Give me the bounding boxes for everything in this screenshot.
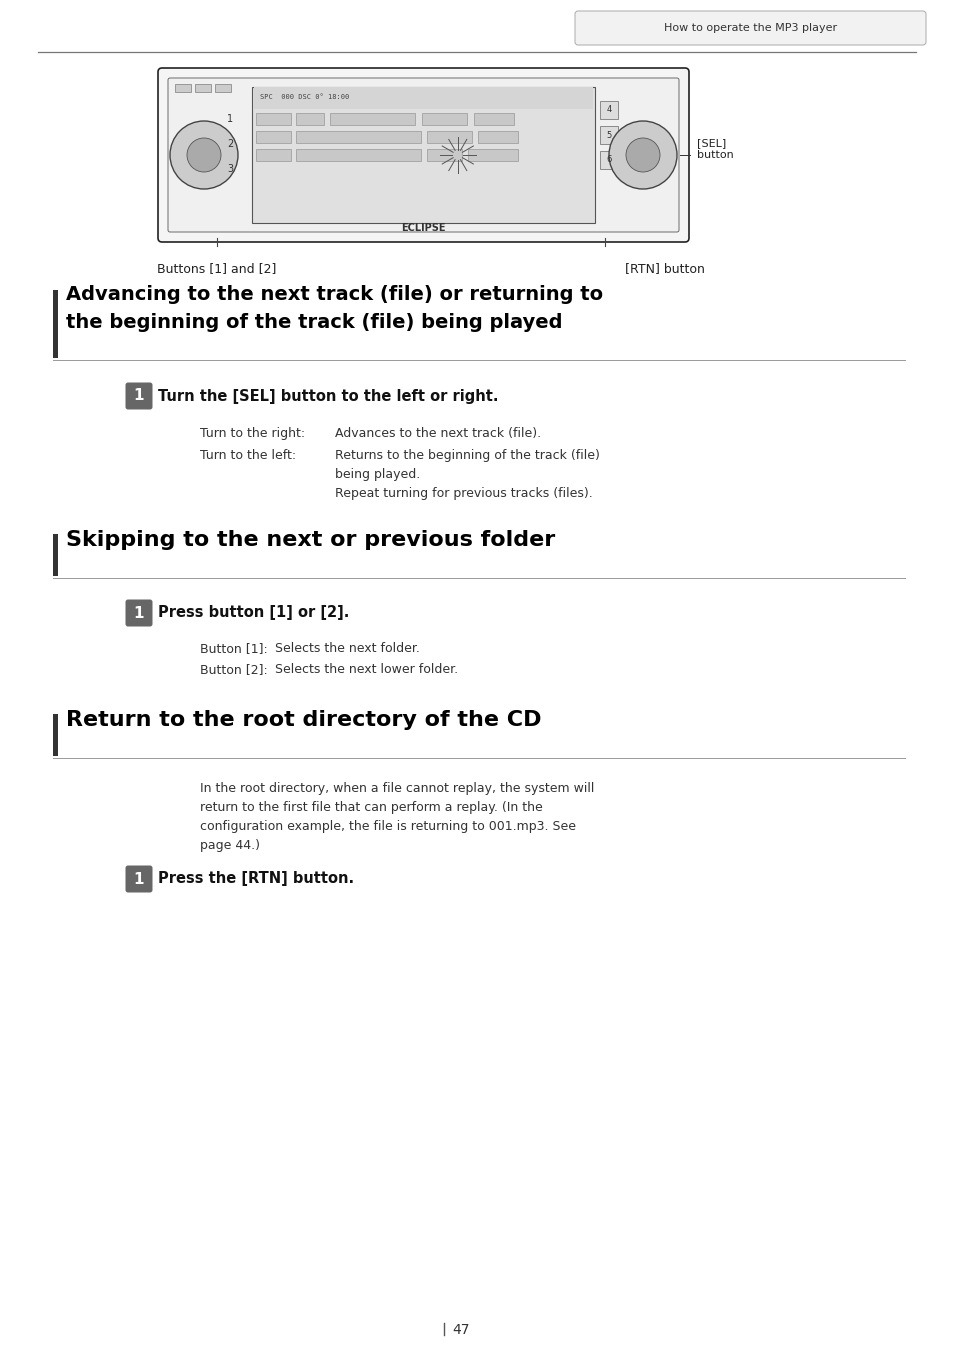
Text: configuration example, the file is returning to 001.mp3. See: configuration example, the file is retur… [200,820,576,833]
FancyBboxPatch shape [126,866,152,893]
Text: 2: 2 [227,140,233,149]
Text: Press the [RTN] button.: Press the [RTN] button. [158,871,354,886]
Text: [SEL]
button: [SEL] button [697,138,733,160]
Text: page 44.): page 44.) [200,839,260,852]
Text: Button [2]:: Button [2]: [200,663,268,676]
Bar [477,131,517,144]
Text: return to the first file that can perform a replay. (In the: return to the first file that can perfor… [200,801,542,814]
Text: 3: 3 [227,164,233,173]
Bar [214,84,231,92]
Text: Button [1]:: Button [1]: [200,642,268,654]
Text: Skipping to the next or previous folder: Skipping to the next or previous folder [66,530,555,550]
Text: 1: 1 [133,389,144,404]
Text: Turn the [SEL] button to the left or right.: Turn the [SEL] button to the left or rig… [158,389,498,404]
Bar [468,149,517,161]
Bar [295,131,420,144]
Bar [295,112,324,125]
Text: Return to the root directory of the CD: Return to the root directory of the CD [66,710,541,730]
FancyBboxPatch shape [126,599,152,626]
Text: Advancing to the next track (file) or returning to: Advancing to the next track (file) or re… [66,285,602,304]
Text: Buttons [1] and [2]: Buttons [1] and [2] [157,262,276,275]
Text: Turn to the right:: Turn to the right: [200,427,305,440]
Bar [255,112,291,125]
Bar [53,534,58,576]
Bar [194,84,211,92]
Bar [253,87,593,108]
Text: 1: 1 [227,114,233,125]
Bar [252,87,595,224]
Text: Repeat turning for previous tracks (files).: Repeat turning for previous tracks (file… [335,486,592,500]
Text: 5: 5 [606,130,611,140]
Text: Turn to the left:: Turn to the left: [200,449,295,462]
Text: Selects the next folder.: Selects the next folder. [274,642,419,654]
Bar [255,131,291,144]
Circle shape [625,138,659,172]
Text: 47: 47 [452,1322,469,1337]
Text: 1: 1 [133,606,144,621]
Text: In the root directory, when a file cannot replay, the system will: In the root directory, when a file canno… [200,782,594,795]
Bar [295,149,420,161]
Text: 6: 6 [606,156,611,164]
Text: [RTN] button: [RTN] button [624,262,704,275]
Bar [427,131,472,144]
Text: Selects the next lower folder.: Selects the next lower folder. [274,663,457,676]
Bar [174,84,191,92]
Text: Advances to the next track (file).: Advances to the next track (file). [335,427,540,440]
FancyBboxPatch shape [158,68,688,243]
FancyBboxPatch shape [126,382,152,409]
Bar [427,149,461,161]
Text: How to operate the MP3 player: How to operate the MP3 player [663,23,836,33]
Bar [421,112,467,125]
Bar [53,714,58,756]
Text: the beginning of the track (file) being played: the beginning of the track (file) being … [66,313,562,332]
Circle shape [608,121,677,188]
Bar [53,290,58,358]
Text: SPC  000 DSC 0° 18:00: SPC 000 DSC 0° 18:00 [260,93,349,100]
Bar [599,126,618,144]
Bar [255,149,291,161]
FancyBboxPatch shape [575,11,925,45]
Text: being played.: being played. [335,467,420,481]
Bar [474,112,514,125]
Text: 1: 1 [133,871,144,886]
FancyBboxPatch shape [168,79,679,232]
Text: Press button [1] or [2].: Press button [1] or [2]. [158,606,349,621]
Bar [599,102,618,119]
Text: 4: 4 [606,106,611,115]
Text: Returns to the beginning of the track (file): Returns to the beginning of the track (f… [335,449,599,462]
Text: ECLIPSE: ECLIPSE [401,224,445,233]
Bar [330,112,415,125]
Circle shape [187,138,221,172]
Circle shape [170,121,237,188]
Bar [599,150,618,169]
